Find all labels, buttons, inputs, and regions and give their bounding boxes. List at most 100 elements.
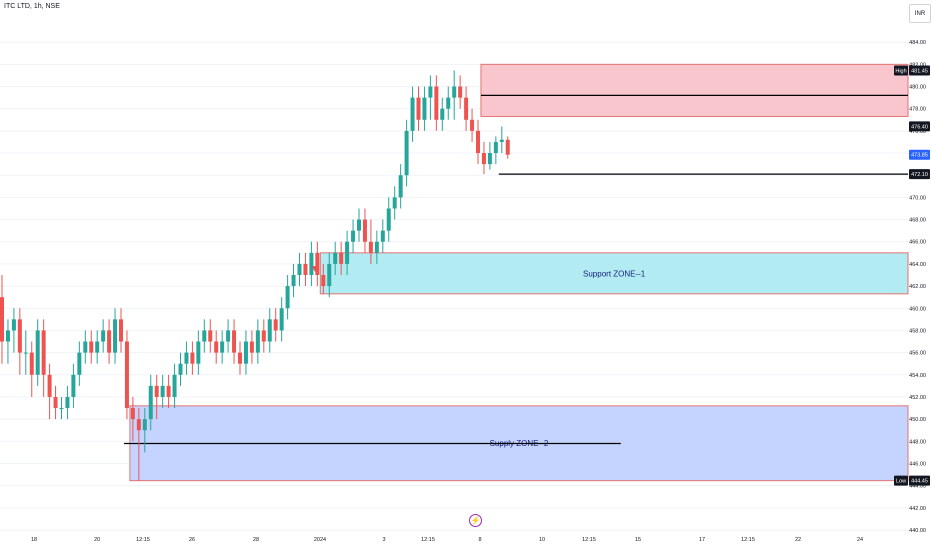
- x-tick-label: 24: [857, 537, 863, 543]
- candle-body: [11, 319, 16, 331]
- price-label-value: 444.45: [911, 479, 928, 485]
- price-label-name: Low: [896, 479, 906, 485]
- candle-body: [493, 141, 498, 154]
- candle-body: [339, 252, 344, 264]
- y-tick-label: 450.00: [909, 417, 926, 423]
- x-tick-label: 26: [189, 537, 195, 543]
- candle-body: [59, 408, 64, 410]
- candle-body: [464, 97, 469, 120]
- candle-body: [41, 330, 46, 375]
- y-tick-label: 482.00: [909, 62, 926, 68]
- zone-box[interactable]: [319, 252, 909, 295]
- candle-body: [368, 241, 373, 253]
- candle-body: [238, 352, 242, 364]
- candle-body: [345, 241, 350, 264]
- candle-body: [101, 330, 106, 342]
- candle-body: [470, 119, 475, 131]
- candle-body: [374, 241, 379, 253]
- candle-body: [267, 319, 272, 342]
- y-tick-label: 444.00: [909, 484, 926, 490]
- candle-body: [392, 197, 397, 209]
- y-tick-label: 456.00: [909, 351, 926, 357]
- down-arrow-icon: [312, 266, 318, 272]
- candle-body: [321, 275, 326, 287]
- candle-body: [178, 363, 183, 375]
- candle-body: [184, 352, 189, 364]
- candle-body: [17, 319, 22, 353]
- x-tick-label: 2024: [314, 537, 326, 543]
- candle-body: [29, 352, 34, 375]
- candle-body: [505, 139, 510, 155]
- y-tick-label: 468.00: [909, 218, 926, 224]
- x-tick-label: 15: [635, 537, 641, 543]
- x-tick-label: 12:15: [741, 537, 755, 543]
- y-tick-label: 448.00: [909, 439, 926, 445]
- x-tick-label: 12:15: [136, 537, 150, 543]
- candle-body: [214, 341, 219, 353]
- y-tick-label: 454.00: [909, 373, 926, 379]
- candle-body: [434, 86, 439, 120]
- candle-body: [386, 208, 391, 231]
- y-tick-label: 440.00: [909, 528, 926, 534]
- candle-body: [107, 330, 112, 353]
- y-tick-label: 478.00: [909, 107, 926, 113]
- y-tick-label: 476.00: [909, 129, 926, 135]
- x-tick-label: 12:15: [582, 537, 596, 543]
- zone-label: Support ZONE--1: [583, 269, 646, 278]
- candle-body: [0, 297, 4, 342]
- price-label-box: [909, 65, 930, 76]
- candle-body: [113, 319, 118, 353]
- candle-body: [458, 86, 463, 98]
- x-tick-label: 28: [253, 537, 259, 543]
- candle-body: [285, 286, 290, 309]
- candle-body: [410, 97, 415, 131]
- candle-body: [148, 385, 153, 420]
- candle-body: [398, 175, 403, 198]
- candle-body: [249, 341, 254, 353]
- candle-body: [77, 352, 82, 375]
- candle-body: [452, 86, 457, 98]
- candle-body: [422, 97, 427, 120]
- y-tick-label: 480.00: [909, 85, 926, 91]
- candle-body: [362, 219, 367, 242]
- candle-body: [357, 219, 361, 231]
- y-tick-label: 466.00: [909, 240, 926, 246]
- candle-body: [220, 341, 225, 353]
- candle-body: [440, 108, 445, 120]
- candle-body: [95, 341, 100, 353]
- y-tick-label: 458.00: [909, 328, 926, 334]
- y-tick-label: 462.00: [909, 284, 926, 290]
- candle-body: [130, 408, 135, 420]
- candle-body: [279, 308, 284, 331]
- candle-body: [160, 385, 165, 397]
- candle-body: [23, 352, 28, 354]
- price-label-box: [909, 149, 930, 160]
- y-tick-label: 442.00: [909, 506, 926, 512]
- candle-body: [243, 341, 248, 364]
- x-tick-label: 17: [699, 537, 705, 543]
- y-tick-label: 464.00: [909, 262, 926, 268]
- lightning-icon[interactable]: ⚡: [469, 514, 482, 527]
- candle-body: [53, 396, 58, 409]
- x-tick-label: 3: [382, 537, 385, 543]
- candle-body: [89, 341, 94, 353]
- candle-body: [226, 330, 231, 342]
- candle-body: [5, 330, 10, 342]
- price-label-box: [909, 121, 930, 132]
- x-tick-label: 10: [539, 537, 545, 543]
- x-tick-label: 20: [94, 537, 100, 543]
- price-label-value: 476.40: [911, 124, 928, 130]
- candle-body: [297, 263, 302, 275]
- price-label-tag: [894, 475, 908, 486]
- candle-body: [65, 396, 70, 409]
- price-label-value: 473.85: [911, 153, 928, 159]
- zone-box[interactable]: [480, 63, 909, 117]
- candle-body: [83, 341, 88, 353]
- candle-body: [380, 230, 385, 242]
- candle-body: [327, 263, 332, 287]
- candle-body: [291, 275, 296, 287]
- currency-badge[interactable]: INR: [909, 4, 931, 23]
- candle-body: [333, 252, 338, 264]
- candle-body: [47, 374, 52, 397]
